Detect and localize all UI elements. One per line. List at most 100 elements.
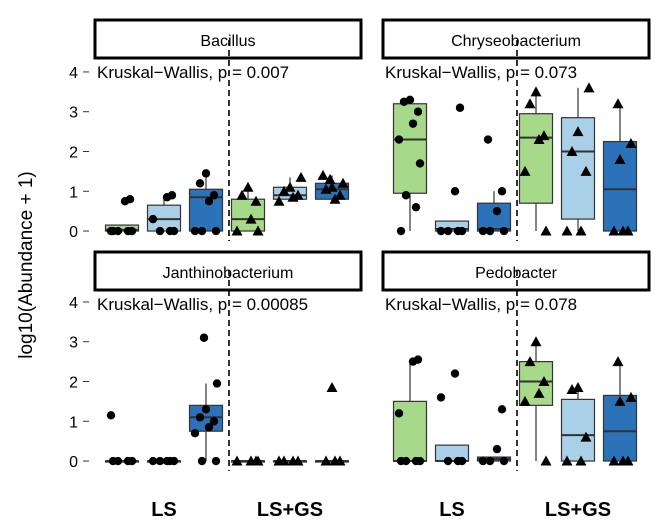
box-iqr [518,113,554,204]
y-tick-label: 4 [69,65,78,82]
y-tick-label: 4 [69,295,78,312]
data-point-circle [450,187,460,196]
data-point-circle [106,226,116,236]
data-point-circle [415,159,425,168]
box-ls-gs-dark_blue [602,98,638,236]
facet-strip [381,18,651,60]
box-ls-light_green [392,355,428,466]
data-point-circle [497,405,507,414]
data-point-circle [148,456,158,466]
data-point-triangle [324,173,336,184]
data-point-triangle [329,193,341,204]
facet-title: Janthinobacterium [163,265,294,282]
data-point-triangle [326,181,338,192]
data-point-circle [450,369,460,378]
box-ls-gs-light_blue [560,82,596,236]
data-point-triangle [566,145,578,156]
box-iqr [560,398,596,462]
data-point-circle [492,444,502,454]
facet-panels: Bacillus Kruskal−Wallis, p = 0.007 0 1 2 3 4 Ch… [69,18,651,471]
box-ls-light_green [104,195,140,236]
data-point-circle [197,226,207,236]
data-point-triangle [252,225,264,236]
box-ls-gs-light_blue [560,381,596,466]
x-group-label: LS [151,499,177,521]
data-point-circle [148,214,158,224]
box-ls-dark_blue [476,405,512,466]
facet-strip [381,250,651,292]
data-point-circle [415,456,425,466]
data-point-triangle [614,153,626,164]
facet-title: Chryseobacterium [451,33,581,50]
data-point-circle [436,226,446,236]
data-point-triangle [231,225,243,236]
data-point-circle [190,226,200,236]
data-point-circle [485,226,495,236]
data-point-triangle [622,455,634,466]
data-point-triangle [580,165,592,176]
data-point-circle [212,379,222,388]
data-point-triangle [317,169,329,180]
data-point-triangle [608,225,620,236]
data-point-circle [106,411,116,420]
y-tick-label: 1 [69,184,78,201]
data-point-triangle [575,455,587,466]
data-point-triangle [519,395,531,406]
data-point-circle [155,226,165,236]
box-ls-light_blue [434,369,470,466]
data-point-circle [204,423,214,432]
facet-panel: Bacillus Kruskal−Wallis, p = 0.007 0 1 2 3 4 [69,18,363,241]
data-point-triangle [561,225,573,236]
data-point-triangle [608,455,620,466]
data-point-circle [209,417,219,426]
data-point-triangle [612,98,624,109]
data-point-circle [155,456,165,466]
x-group-label: LS [439,499,465,521]
data-point-triangle [278,455,290,466]
box-ls-gs-dark_blue [314,381,350,466]
data-point-triangle [334,189,346,200]
data-point-circle [413,107,423,116]
data-point-triangle [540,225,552,236]
y-tick-label: 3 [69,335,78,352]
data-point-triangle [612,356,624,367]
data-point-triangle [245,213,257,224]
box-ls-dark_blue [476,135,512,236]
box-iqr [476,202,512,232]
data-point-triangle [583,82,595,93]
data-point-triangle [561,455,573,466]
data-point-circle [201,405,211,414]
data-point-triangle [519,165,531,176]
box-iqr [392,103,428,194]
data-point-triangle [337,177,349,188]
data-point-circle [411,202,421,212]
data-point-triangle [580,431,592,442]
data-point-circle [190,428,200,438]
y-tick-label: 2 [69,144,78,161]
data-point-circle [167,191,177,200]
data-point-circle [127,456,137,466]
y-tick-label: 1 [69,414,78,431]
data-point-triangle [250,455,262,466]
box-ls-dark_blue [188,169,224,236]
data-point-circle [113,456,123,466]
data-point-triangle [538,375,550,386]
data-point-triangle [334,455,346,466]
box-ls-dark_blue [188,333,224,466]
data-point-circle [204,197,214,206]
data-point-triangle [284,181,296,192]
data-point-triangle [625,138,637,149]
box-ls-gs-light_blue [272,455,308,466]
box-iqr [602,394,638,462]
data-point-triangle [292,455,304,466]
box-ls-gs-light_green [518,336,554,466]
kruskal-wallis-annotation: Kruskal−Wallis, p = 0.00085 [97,295,308,314]
box-ls-gs-light_blue [272,171,308,206]
y-tick-label: 0 [69,454,78,471]
data-point-triangle [533,134,545,145]
data-point-circle [499,456,509,466]
data-point-circle [211,226,221,236]
data-point-triangle [236,189,248,200]
box-ls-light_blue [434,103,470,236]
